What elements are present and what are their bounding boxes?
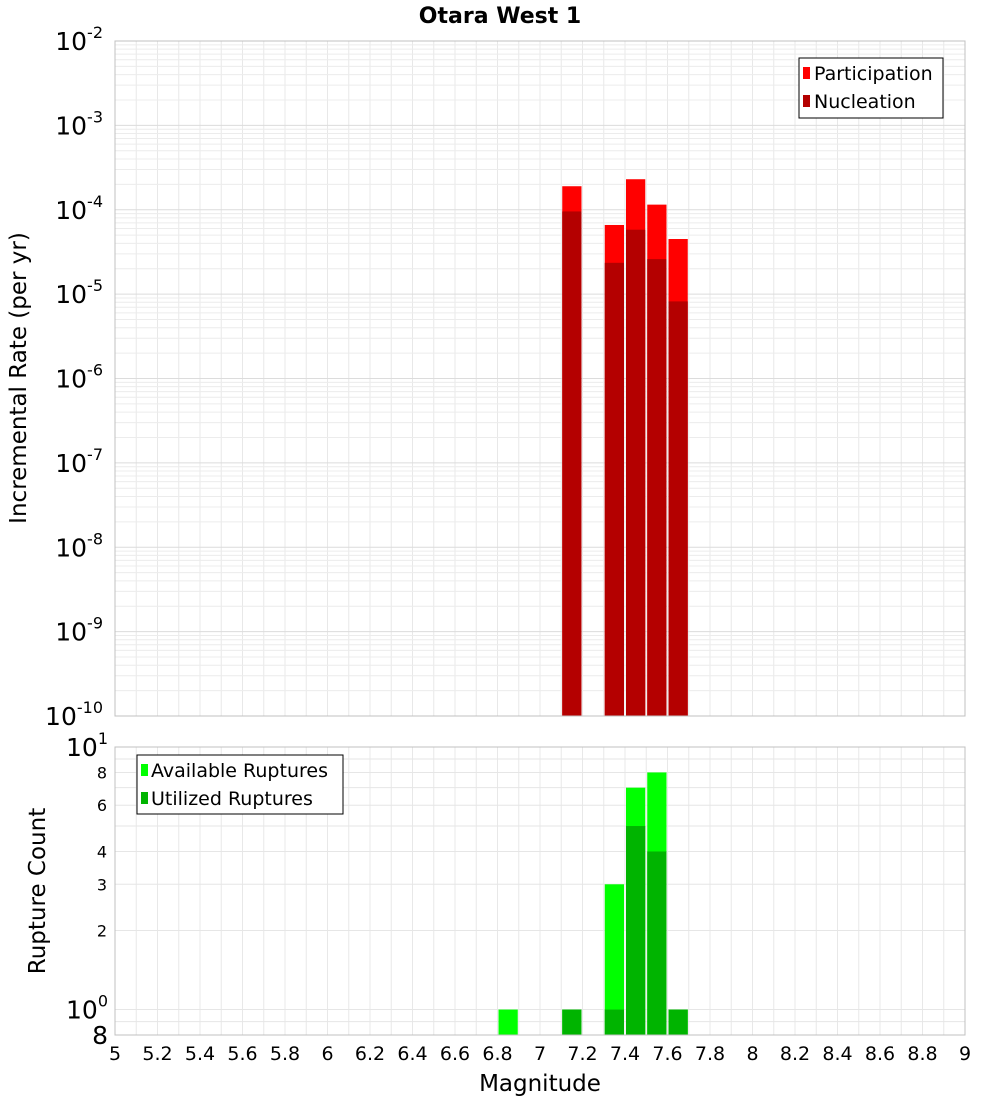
- x-tick-label: 8.4: [822, 1043, 852, 1065]
- x-tick-label: 7: [534, 1043, 546, 1065]
- bar-nucleation: [668, 301, 688, 716]
- x-tick-label: 6.4: [397, 1043, 427, 1065]
- bar-utilized-ruptures: [604, 1009, 624, 1035]
- top-y-tick-label: 10-5: [55, 276, 103, 309]
- bottom-y-tick-label: 2: [97, 922, 107, 941]
- bottom-y-tick-label: 100: [66, 992, 108, 1025]
- bar-utilized-ruptures: [626, 826, 646, 1035]
- bottom-y-tick-label: 101: [66, 729, 108, 762]
- bottom-y-tick-label: 8: [92, 1021, 108, 1050]
- legend-label: Nucleation: [814, 91, 916, 113]
- bar-nucleation: [647, 259, 667, 716]
- bottom-y-axis-label: Rupture Count: [25, 808, 51, 974]
- top-y-tick-label: 10-10: [45, 698, 103, 731]
- x-tick-label: 6.6: [440, 1043, 470, 1065]
- bar-available-ruptures: [498, 1009, 518, 1035]
- bottom-legend-box: [136, 754, 344, 815]
- x-tick-label: 7.6: [652, 1043, 682, 1065]
- x-tick-label: 5.8: [270, 1043, 300, 1065]
- bottom-y-tick-label: 3: [97, 875, 107, 894]
- chart-title: Otara West 1: [419, 4, 581, 29]
- x-tick-label: 5.4: [185, 1043, 215, 1065]
- x-tick-label: 9: [959, 1043, 971, 1065]
- x-tick-label: 5.6: [227, 1043, 257, 1065]
- x-tick-label: 7.2: [567, 1043, 597, 1065]
- bottom-plot-frame: [114, 746, 966, 1036]
- legend-swatch: [141, 792, 148, 804]
- legend-swatch: [803, 67, 810, 79]
- legend-label: Utilized Ruptures: [151, 788, 313, 810]
- x-tick-label: 6.2: [355, 1043, 385, 1065]
- top-legend-box: [798, 57, 944, 119]
- bar-nucleation: [604, 262, 624, 716]
- bar-nucleation: [562, 211, 582, 717]
- top-y-tick-label: 10-3: [55, 107, 103, 140]
- x-tick-label: 7.4: [610, 1043, 640, 1065]
- x-axis-label: Magnitude: [479, 1071, 601, 1097]
- x-tick-label: 5.2: [142, 1043, 172, 1065]
- bar-utilized-ruptures: [562, 1009, 582, 1035]
- top-y-tick-label: 10-9: [55, 614, 103, 647]
- legend-swatch: [803, 95, 810, 107]
- top-y-tick-label: 10-7: [55, 445, 103, 478]
- bottom-y-tick-label: 4: [97, 842, 107, 861]
- bar-nucleation: [626, 229, 646, 717]
- legend-swatch: [141, 764, 148, 776]
- bar-utilized-ruptures: [647, 851, 667, 1035]
- x-tick-label: 8.8: [907, 1043, 937, 1065]
- top-y-tick-label: 10-2: [55, 23, 103, 56]
- bar-utilized-ruptures: [668, 1009, 688, 1035]
- x-tick-label: 6: [321, 1043, 333, 1065]
- top-plot-frame: [114, 40, 966, 717]
- x-tick-label: 7.8: [695, 1043, 725, 1065]
- x-tick-label: 8.6: [865, 1043, 895, 1065]
- top-y-tick-label: 10-4: [55, 192, 103, 225]
- bar-available-ruptures: [604, 884, 624, 1035]
- x-tick-label: 6.8: [482, 1043, 512, 1065]
- x-tick-label: 8: [746, 1043, 758, 1065]
- bottom-y-tick-label: 6: [97, 796, 107, 815]
- top-y-tick-label: 10-8: [55, 529, 103, 562]
- x-tick-label: 8.2: [780, 1043, 810, 1065]
- legend-label: Available Ruptures: [151, 760, 328, 782]
- top-y-tick-label: 10-6: [55, 361, 103, 394]
- top-y-axis-label: Incremental Rate (per yr): [6, 232, 32, 524]
- x-tick-label: 5: [109, 1043, 121, 1065]
- legend-label: Participation: [814, 63, 933, 85]
- bottom-y-tick-label: 8: [97, 763, 107, 782]
